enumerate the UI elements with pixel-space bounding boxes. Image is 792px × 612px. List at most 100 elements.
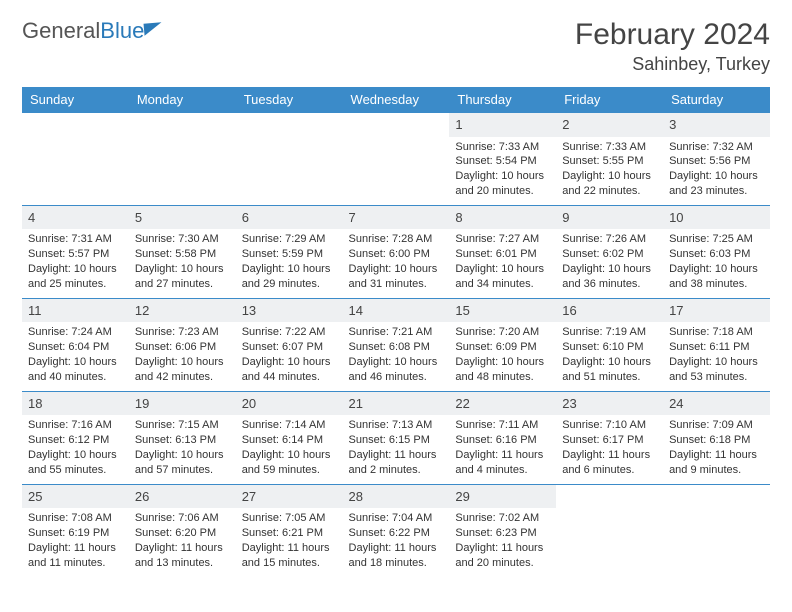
day-number: 26 xyxy=(129,485,236,509)
calendar-week: 1 Sunrise: 7:33 AMSunset: 5:54 PMDaylight… xyxy=(22,113,770,206)
sunset-text: Sunset: 6:17 PM xyxy=(562,433,657,448)
sunset-text: Sunset: 6:07 PM xyxy=(242,340,337,355)
calendar-cell: 11Sunrise: 7:24 AMSunset: 6:04 PMDayligh… xyxy=(22,298,129,391)
daylight-text: Daylight: 10 hours and 23 minutes. xyxy=(669,169,764,199)
day-number: 15 xyxy=(449,299,556,323)
sunset-text: Sunset: 6:09 PM xyxy=(455,340,550,355)
daylight-text: Daylight: 10 hours and 53 minutes. xyxy=(669,355,764,385)
sunrise-text: Sunrise: 7:31 AM xyxy=(28,232,123,247)
cell-details: Sunrise: 7:19 AMSunset: 6:10 PMDaylight:… xyxy=(560,325,659,384)
cell-details: Sunrise: 7:31 AMSunset: 5:57 PMDaylight:… xyxy=(26,232,125,291)
cell-details: Sunrise: 7:33 AMSunset: 5:54 PMDaylight:… xyxy=(453,140,552,199)
sunrise-text: Sunrise: 7:33 AM xyxy=(455,140,550,155)
day-number: 9 xyxy=(556,206,663,230)
day-number: 23 xyxy=(556,392,663,416)
calendar-cell xyxy=(236,113,343,206)
sunrise-text: Sunrise: 7:27 AM xyxy=(455,232,550,247)
calendar-cell: 22 Sunrise: 7:11 AMSunset: 6:16 PMDayligh… xyxy=(449,391,556,484)
sunset-text: Sunset: 6:16 PM xyxy=(455,433,550,448)
sunrise-text: Sunrise: 7:33 AM xyxy=(562,140,657,155)
day-number: 13 xyxy=(236,299,343,323)
sunrise-text: Sunrise: 7:26 AM xyxy=(562,232,657,247)
sunset-text: Sunset: 6:21 PM xyxy=(242,526,337,541)
cell-details: Sunrise: 7:22 AMSunset: 6:07 PMDaylight:… xyxy=(240,325,339,384)
calendar-cell: 7Sunrise: 7:28 AMSunset: 6:00 PMDaylight… xyxy=(343,205,450,298)
sunrise-text: Sunrise: 7:23 AM xyxy=(135,325,230,340)
dow-monday: Monday xyxy=(129,87,236,113)
day-number: 22 xyxy=(449,392,556,416)
calendar-cell: 13Sunrise: 7:22 AMSunset: 6:07 PMDayligh… xyxy=(236,298,343,391)
calendar-cell xyxy=(129,113,236,206)
cell-details: Sunrise: 7:32 AMSunset: 5:56 PMDaylight:… xyxy=(667,140,766,199)
calendar-cell: 26Sunrise: 7:06 AMSunset: 6:20 PMDayligh… xyxy=(129,484,236,576)
daylight-text: Daylight: 10 hours and 36 minutes. xyxy=(562,262,657,292)
sunrise-text: Sunrise: 7:25 AM xyxy=(669,232,764,247)
daylight-text: Daylight: 11 hours and 20 minutes. xyxy=(455,541,550,571)
title-block: February 2024 Sahinbey, Turkey xyxy=(575,18,770,75)
dow-thursday: Thursday xyxy=(449,87,556,113)
cell-details: Sunrise: 7:33 AMSunset: 5:55 PMDaylight:… xyxy=(560,140,659,199)
sunset-text: Sunset: 6:15 PM xyxy=(349,433,444,448)
sunrise-text: Sunrise: 7:11 AM xyxy=(455,418,550,433)
cell-details: Sunrise: 7:21 AMSunset: 6:08 PMDaylight:… xyxy=(347,325,446,384)
sunset-text: Sunset: 6:03 PM xyxy=(669,247,764,262)
sunset-text: Sunset: 5:58 PM xyxy=(135,247,230,262)
day-number: 3 xyxy=(663,113,770,137)
cell-details: Sunrise: 7:15 AMSunset: 6:13 PMDaylight:… xyxy=(133,418,232,477)
cell-details: Sunrise: 7:04 AMSunset: 6:22 PMDaylight:… xyxy=(347,511,446,570)
sunrise-text: Sunrise: 7:08 AM xyxy=(28,511,123,526)
cell-details: Sunrise: 7:06 AMSunset: 6:20 PMDaylight:… xyxy=(133,511,232,570)
calendar-cell: 9Sunrise: 7:26 AMSunset: 6:02 PMDaylight… xyxy=(556,205,663,298)
calendar-cell: 27Sunrise: 7:05 AMSunset: 6:21 PMDayligh… xyxy=(236,484,343,576)
daylight-text: Daylight: 10 hours and 40 minutes. xyxy=(28,355,123,385)
calendar-cell: 5Sunrise: 7:30 AMSunset: 5:58 PMDaylight… xyxy=(129,205,236,298)
sunrise-text: Sunrise: 7:04 AM xyxy=(349,511,444,526)
day-number: 1 xyxy=(449,113,556,137)
logo-word2: Blue xyxy=(100,18,144,43)
cell-details: Sunrise: 7:20 AMSunset: 6:09 PMDaylight:… xyxy=(453,325,552,384)
day-number: 25 xyxy=(22,485,129,509)
daylight-text: Daylight: 11 hours and 6 minutes. xyxy=(562,448,657,478)
daylight-text: Daylight: 10 hours and 57 minutes. xyxy=(135,448,230,478)
day-number: 18 xyxy=(22,392,129,416)
calendar-week: 18Sunrise: 7:16 AMSunset: 6:12 PMDayligh… xyxy=(22,391,770,484)
sunrise-text: Sunrise: 7:05 AM xyxy=(242,511,337,526)
sunset-text: Sunset: 6:13 PM xyxy=(135,433,230,448)
day-number: 12 xyxy=(129,299,236,323)
sunrise-text: Sunrise: 7:14 AM xyxy=(242,418,337,433)
day-number: 20 xyxy=(236,392,343,416)
sunset-text: Sunset: 6:02 PM xyxy=(562,247,657,262)
logo-text: GeneralBlue xyxy=(22,18,144,44)
sunrise-text: Sunrise: 7:09 AM xyxy=(669,418,764,433)
calendar-week: 11Sunrise: 7:24 AMSunset: 6:04 PMDayligh… xyxy=(22,298,770,391)
day-number: 2 xyxy=(556,113,663,137)
sunrise-text: Sunrise: 7:13 AM xyxy=(349,418,444,433)
cell-details: Sunrise: 7:26 AMSunset: 6:02 PMDaylight:… xyxy=(560,232,659,291)
day-number: 14 xyxy=(343,299,450,323)
sunset-text: Sunset: 5:55 PM xyxy=(562,154,657,169)
sunset-text: Sunset: 6:01 PM xyxy=(455,247,550,262)
calendar-cell: 3 Sunrise: 7:32 AMSunset: 5:56 PMDaylight… xyxy=(663,113,770,206)
daylight-text: Daylight: 11 hours and 18 minutes. xyxy=(349,541,444,571)
month-title: February 2024 xyxy=(575,18,770,52)
day-number: 7 xyxy=(343,206,450,230)
day-number: 5 xyxy=(129,206,236,230)
sunrise-text: Sunrise: 7:21 AM xyxy=(349,325,444,340)
calendar-cell: 10Sunrise: 7:25 AMSunset: 6:03 PMDayligh… xyxy=(663,205,770,298)
calendar-cell: 16Sunrise: 7:19 AMSunset: 6:10 PMDayligh… xyxy=(556,298,663,391)
daylight-text: Daylight: 11 hours and 2 minutes. xyxy=(349,448,444,478)
day-number: 28 xyxy=(343,485,450,509)
sunset-text: Sunset: 6:23 PM xyxy=(455,526,550,541)
sunrise-text: Sunrise: 7:16 AM xyxy=(28,418,123,433)
sunset-text: Sunset: 6:14 PM xyxy=(242,433,337,448)
day-number: 27 xyxy=(236,485,343,509)
day-number: 10 xyxy=(663,206,770,230)
daylight-text: Daylight: 11 hours and 4 minutes. xyxy=(455,448,550,478)
sunset-text: Sunset: 5:57 PM xyxy=(28,247,123,262)
daylight-text: Daylight: 11 hours and 9 minutes. xyxy=(669,448,764,478)
cell-details: Sunrise: 7:02 AMSunset: 6:23 PMDaylight:… xyxy=(453,511,552,570)
cell-details: Sunrise: 7:05 AMSunset: 6:21 PMDaylight:… xyxy=(240,511,339,570)
sunrise-text: Sunrise: 7:28 AM xyxy=(349,232,444,247)
daylight-text: Daylight: 10 hours and 20 minutes. xyxy=(455,169,550,199)
daylight-text: Daylight: 10 hours and 31 minutes. xyxy=(349,262,444,292)
